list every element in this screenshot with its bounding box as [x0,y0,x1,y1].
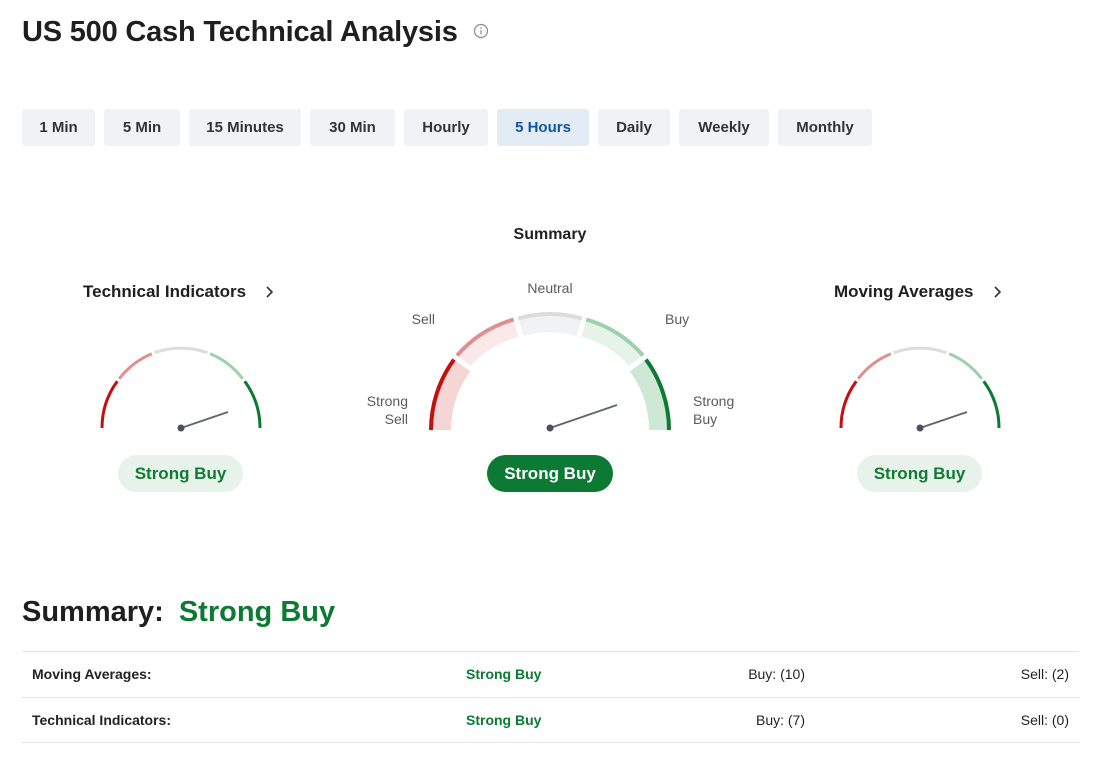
summary-table: Moving Averages: Strong Buy Buy: (10) Se… [22,651,1079,743]
moving-averages-title: Moving Averages [834,282,974,301]
gauge-label-neutral: Neutral [527,280,573,296]
tab-daily[interactable]: Daily [598,109,670,146]
technical-indicators-signal-badge: Strong Buy [118,455,243,492]
row-sell-count: Sell: (0) [1020,712,1069,728]
moving-averages-link[interactable]: Moving Averages [834,282,1002,302]
moving-averages-signal-badge: Strong Buy [857,455,982,492]
row-buy-count: Buy: (7) [755,712,805,728]
technical-indicators-link[interactable]: Technical Indicators [83,282,274,302]
table-row: Technical Indicators: Strong Buy Buy: (7… [22,697,1079,743]
tab-weekly[interactable]: Weekly [679,109,769,146]
row-name: Moving Averages: [32,666,152,682]
table-row: Moving Averages: Strong Buy Buy: (10) Se… [22,651,1079,697]
gauge-label-buy: Buy [665,311,690,327]
tab-hourly[interactable]: Hourly [404,109,488,146]
chevron-right-icon [993,286,1001,298]
tab-5-hours[interactable]: 5 Hours [497,109,589,146]
tab-5-min[interactable]: 5 Min [104,109,180,146]
row-sell-count: Sell: (2) [1020,666,1069,682]
row-buy-count: Buy: (10) [748,666,805,682]
chevron-right-icon [266,286,274,298]
tab-15-minutes[interactable]: 15 Minutes [189,109,301,146]
row-signal: Strong Buy [466,666,542,682]
summary-label: Summary: [22,596,164,628]
page-title: US 500 Cash Technical Analysis [22,16,458,48]
gauge-label-strong-buy: Strong Buy [693,393,735,427]
info-icon[interactable] [473,23,489,39]
summary-signal-badge: Strong Buy [487,455,613,492]
summary-heading: Summary: Strong Buy [22,596,335,629]
gauge-label-strong-sell: Strong Sell [366,393,408,427]
technical-indicators-gauge [100,346,262,432]
tab-monthly[interactable]: Monthly [778,109,872,146]
summary-gauge-title: Summary [513,226,587,243]
gauge-label-sell: Sell [411,311,435,327]
row-name: Technical Indicators: [32,712,171,728]
summary-gauge [428,312,672,432]
tab-1-min[interactable]: 1 Min [22,109,95,146]
summary-value: Strong Buy [178,596,336,628]
tab-30-min[interactable]: 30 Min [310,109,395,146]
moving-averages-gauge [839,346,1001,432]
technical-indicators-title: Technical Indicators [83,282,247,301]
row-signal: Strong Buy [466,712,542,728]
